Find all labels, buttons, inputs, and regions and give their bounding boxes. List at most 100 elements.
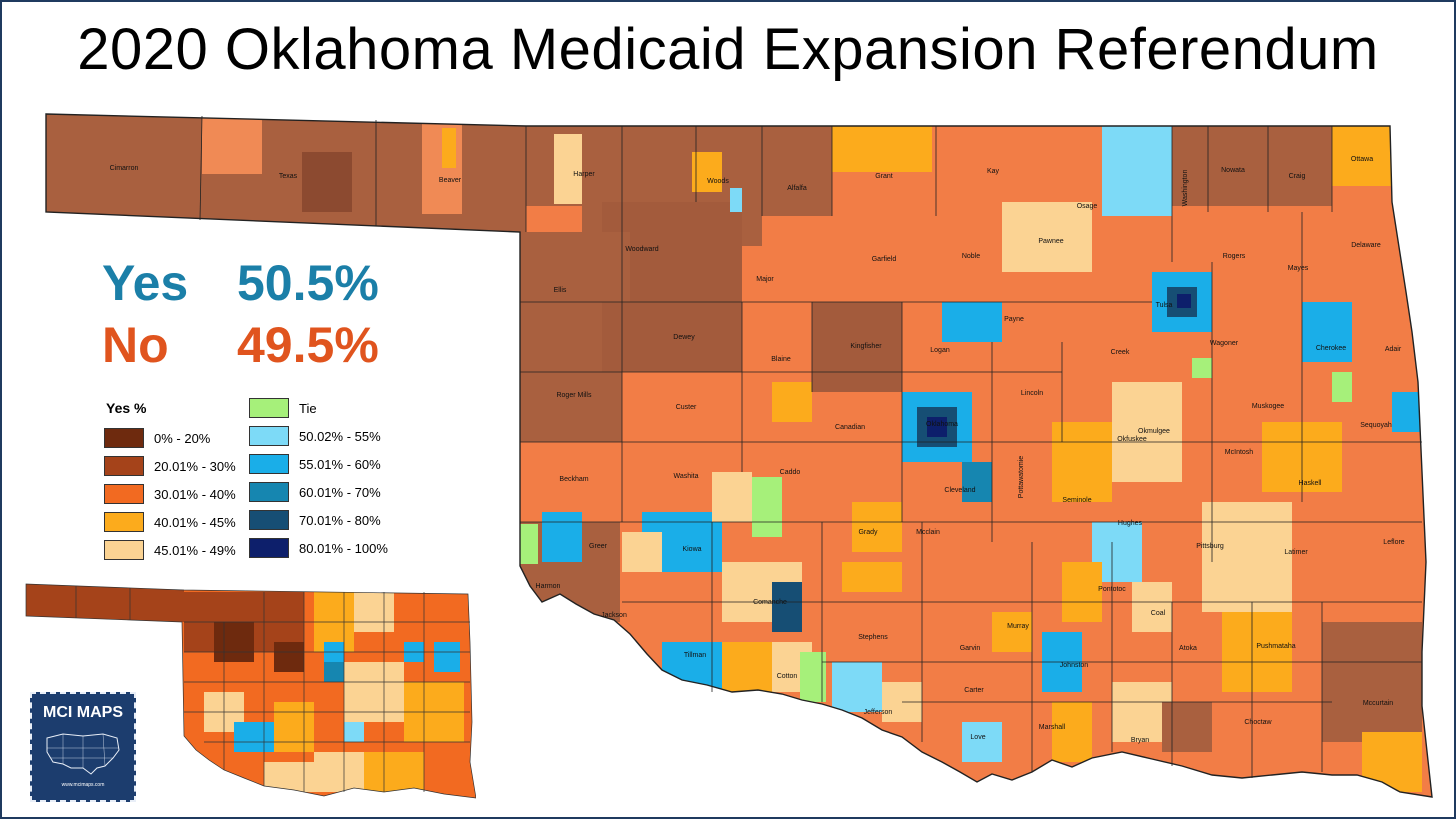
- inset-county-map: [25, 583, 476, 799]
- yes-result: Yes 50.5%: [102, 252, 379, 314]
- county-label: Stephens: [858, 634, 888, 641]
- results-panel: Yes 50.5% No 49.5%: [102, 252, 379, 376]
- county-label: Cotton: [777, 673, 798, 680]
- county-label: Garfield: [872, 256, 897, 263]
- county-label: Cherokee: [1316, 345, 1346, 352]
- county-label: Atoka: [1179, 645, 1197, 652]
- county-label: Jefferson: [864, 709, 893, 716]
- county-label: Washington: [1182, 170, 1189, 207]
- county-label: Pushmataha: [1256, 643, 1295, 650]
- legend-swatch: [249, 426, 289, 446]
- county-label: Nowata: [1221, 167, 1245, 174]
- yes-range-legend-item: 60.01% - 70%: [249, 478, 394, 506]
- legend-label: 20.01% - 30%: [154, 458, 236, 474]
- county-label: Grant: [875, 173, 893, 180]
- legend: Yes % 0% - 20% 20.01% - 30% 30.01% - 40% 40…: [104, 398, 388, 564]
- county-label: Creek: [1111, 349, 1130, 356]
- county-label: Mayes: [1288, 265, 1309, 272]
- county-label: Major: [756, 276, 774, 283]
- county-label: Greer: [589, 543, 608, 550]
- legend-no-column: 0% - 20% 20.01% - 30% 30.01% - 40% 40.01% -…: [104, 424, 249, 564]
- yes-range-legend-item: 50.02% - 55%: [249, 422, 394, 450]
- legend-label: 60.01% - 70%: [299, 484, 381, 500]
- county-labels: Cimarron Texas Beaver Harper Woods Alfalfa Gra…: [110, 156, 1405, 744]
- county-label: Sequoyah: [1360, 422, 1392, 429]
- county-label: Roger Mills: [556, 392, 592, 399]
- county-label: Comanche: [753, 599, 787, 606]
- county-label: Blaine: [771, 356, 791, 363]
- brand-name: MCI MAPS: [43, 704, 123, 721]
- legend-swatch: [249, 454, 289, 474]
- county-label: Caddo: [780, 469, 801, 476]
- yes-label: Yes: [102, 255, 189, 311]
- no-label: No: [102, 317, 169, 373]
- county-label: Grady: [858, 529, 878, 536]
- legend-label: 45.01% - 49%: [154, 542, 236, 558]
- yes-range-legend-item: 55.01% - 60%: [249, 450, 394, 478]
- county-label: Ottawa: [1351, 156, 1373, 163]
- county-label: Rogers: [1223, 253, 1246, 260]
- no-range-legend-item: 45.01% - 49%: [104, 536, 249, 564]
- no-range-legend-item: 40.01% - 45%: [104, 508, 249, 536]
- county-label: Pittsburg: [1196, 543, 1224, 550]
- county-label: Pawnee: [1038, 238, 1063, 245]
- usa-outline-icon: [46, 733, 120, 775]
- county-label: Delaware: [1351, 242, 1381, 249]
- county-label: McIntosh: [1225, 449, 1254, 456]
- county-label: Woodward: [625, 246, 658, 253]
- county-label: Kiowa: [682, 546, 701, 553]
- county-label: Latimer: [1284, 549, 1308, 556]
- county-label: Noble: [962, 253, 980, 260]
- county-label: Logan: [930, 347, 950, 354]
- legend-label: 50.02% - 55%: [299, 428, 381, 444]
- county-label: Okfuskee: [1117, 436, 1147, 443]
- county-label: Canadian: [835, 424, 865, 431]
- brand-url: www.mcimaps.com: [61, 782, 105, 788]
- county-label: Johnston: [1060, 662, 1089, 669]
- legend-label: 70.01% - 80%: [299, 512, 381, 528]
- county-label: Okmulgee: [1138, 428, 1170, 435]
- county-label: Oklahoma: [926, 421, 958, 428]
- legend-swatch: [249, 482, 289, 502]
- county-label: Dewey: [673, 334, 695, 341]
- county-label: Mcclain: [916, 529, 940, 536]
- legend-swatch: [104, 512, 144, 532]
- county-label: Wagoner: [1210, 340, 1239, 347]
- legend-label: 40.01% - 45%: [154, 514, 236, 530]
- county-label: Pontotoc: [1098, 586, 1126, 593]
- county-label: Leflore: [1383, 539, 1405, 546]
- county-label: Marshall: [1039, 724, 1066, 731]
- county-label: Murray: [1007, 623, 1029, 630]
- county-label: Craig: [1289, 173, 1306, 180]
- no-range-legend-item: 20.01% - 30%: [104, 452, 249, 480]
- legend-swatch: [249, 510, 289, 530]
- county-label: Ellis: [554, 287, 567, 294]
- county-label: Kay: [987, 168, 1000, 175]
- no-range-legend-item: 0% - 20%: [104, 424, 249, 452]
- county-label: Custer: [676, 404, 697, 411]
- county-label: Choctaw: [1244, 719, 1272, 726]
- county-label: Adair: [1385, 346, 1402, 353]
- legend-title: Yes %: [106, 400, 147, 416]
- legend-swatch: [104, 428, 144, 448]
- county-label: Love: [970, 734, 985, 741]
- county-label: Kingfisher: [850, 343, 882, 350]
- no-result: No 49.5%: [102, 314, 379, 376]
- yes-range-legend-item: Tie: [249, 394, 394, 422]
- county-label: Harmon: [536, 583, 561, 590]
- no-range-legend-item: 30.01% - 40%: [104, 480, 249, 508]
- yes-range-legend-item: 80.01% - 100%: [249, 534, 394, 562]
- county-borders: [45, 113, 1433, 798]
- county-label: Texas: [279, 173, 298, 180]
- county-label: Woods: [707, 178, 729, 185]
- county-label: Alfalfa: [787, 185, 807, 192]
- legend-label: 80.01% - 100%: [299, 540, 388, 556]
- legend-label: 55.01% - 60%: [299, 456, 381, 472]
- legend-swatch: [249, 398, 289, 418]
- county-label: Cleveland: [944, 487, 975, 494]
- county-label: Tulsa: [1156, 302, 1173, 309]
- county-label: Pottawatomie: [1018, 456, 1025, 499]
